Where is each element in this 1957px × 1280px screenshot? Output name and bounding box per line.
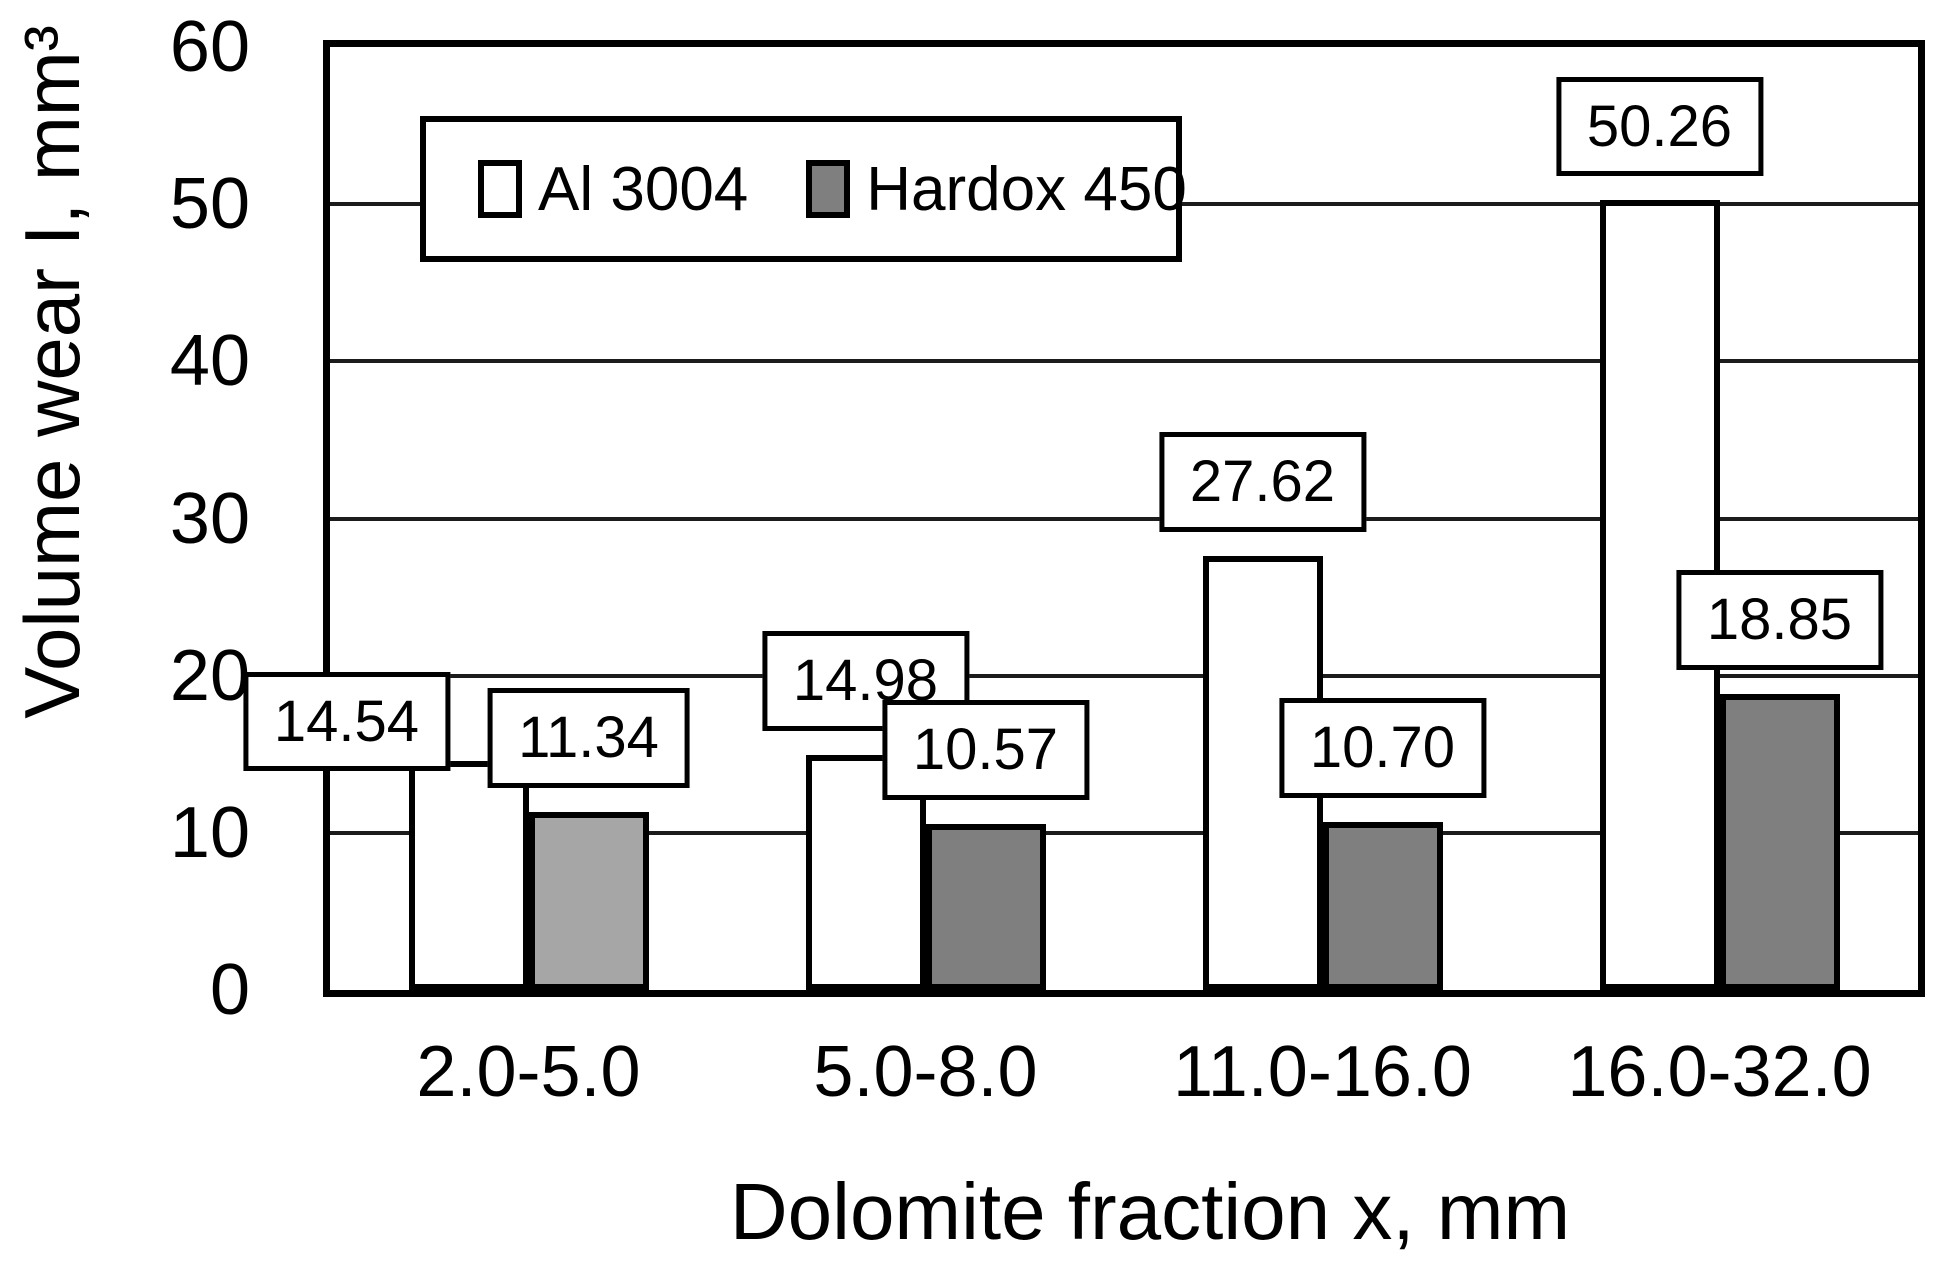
data-label: 14.54: [242, 671, 451, 772]
x-axis-title: Dolomite fraction x, mm: [729, 1167, 1571, 1256]
x-axis-tick-label: 16.0-32.0: [1567, 1032, 1872, 1112]
x-axis-tick-label: 2.0-5.0: [416, 1032, 641, 1112]
legend-item-hardox-450: Hardox 450: [806, 154, 1187, 225]
y-axis-tick-label: 40: [169, 321, 250, 402]
data-label: 11.34: [487, 688, 690, 788]
bar-hardox-450: [1322, 821, 1443, 990]
legend-swatch-hardox-450: [806, 160, 851, 218]
data-label: 50.26: [1555, 76, 1764, 177]
gridline: [330, 359, 1918, 364]
data-label: 18.85: [1675, 570, 1884, 670]
bar-al-3004: [408, 761, 529, 990]
x-axis-tick-label: 11.0-16.0: [1173, 1032, 1472, 1112]
y-axis-tick-label: 0: [209, 950, 250, 1030]
legend-item-al-3004: Al 3004: [478, 154, 748, 225]
gridline: [330, 673, 1918, 678]
y-axis-tick-label: 60: [169, 7, 250, 87]
data-label: 10.70: [1278, 698, 1487, 798]
gridline: [330, 516, 1918, 521]
legend: Al 3004 Hardox 450: [420, 116, 1187, 262]
legend-swatch-al-3004: [478, 160, 522, 218]
gridline: [330, 830, 1918, 835]
legend-label-hardox-450: Hardox 450: [866, 154, 1187, 224]
legend-label-al-3004: Al 3004: [538, 154, 749, 224]
bar-hardox-450: [925, 823, 1046, 990]
x-axis-tick-label: 5.0-8.0: [813, 1032, 1038, 1112]
data-label: 10.57: [881, 700, 1090, 800]
bar-hardox-450: [528, 811, 649, 990]
y-axis-tick-label: 20: [169, 635, 250, 716]
y-axis-tick-label: 30: [169, 478, 250, 559]
y-axis-tick-label: 10: [169, 792, 250, 873]
data-label: 27.62: [1158, 432, 1367, 532]
bar-hardox-450: [1719, 693, 1840, 990]
y-axis-tick-label: 50: [169, 164, 250, 245]
